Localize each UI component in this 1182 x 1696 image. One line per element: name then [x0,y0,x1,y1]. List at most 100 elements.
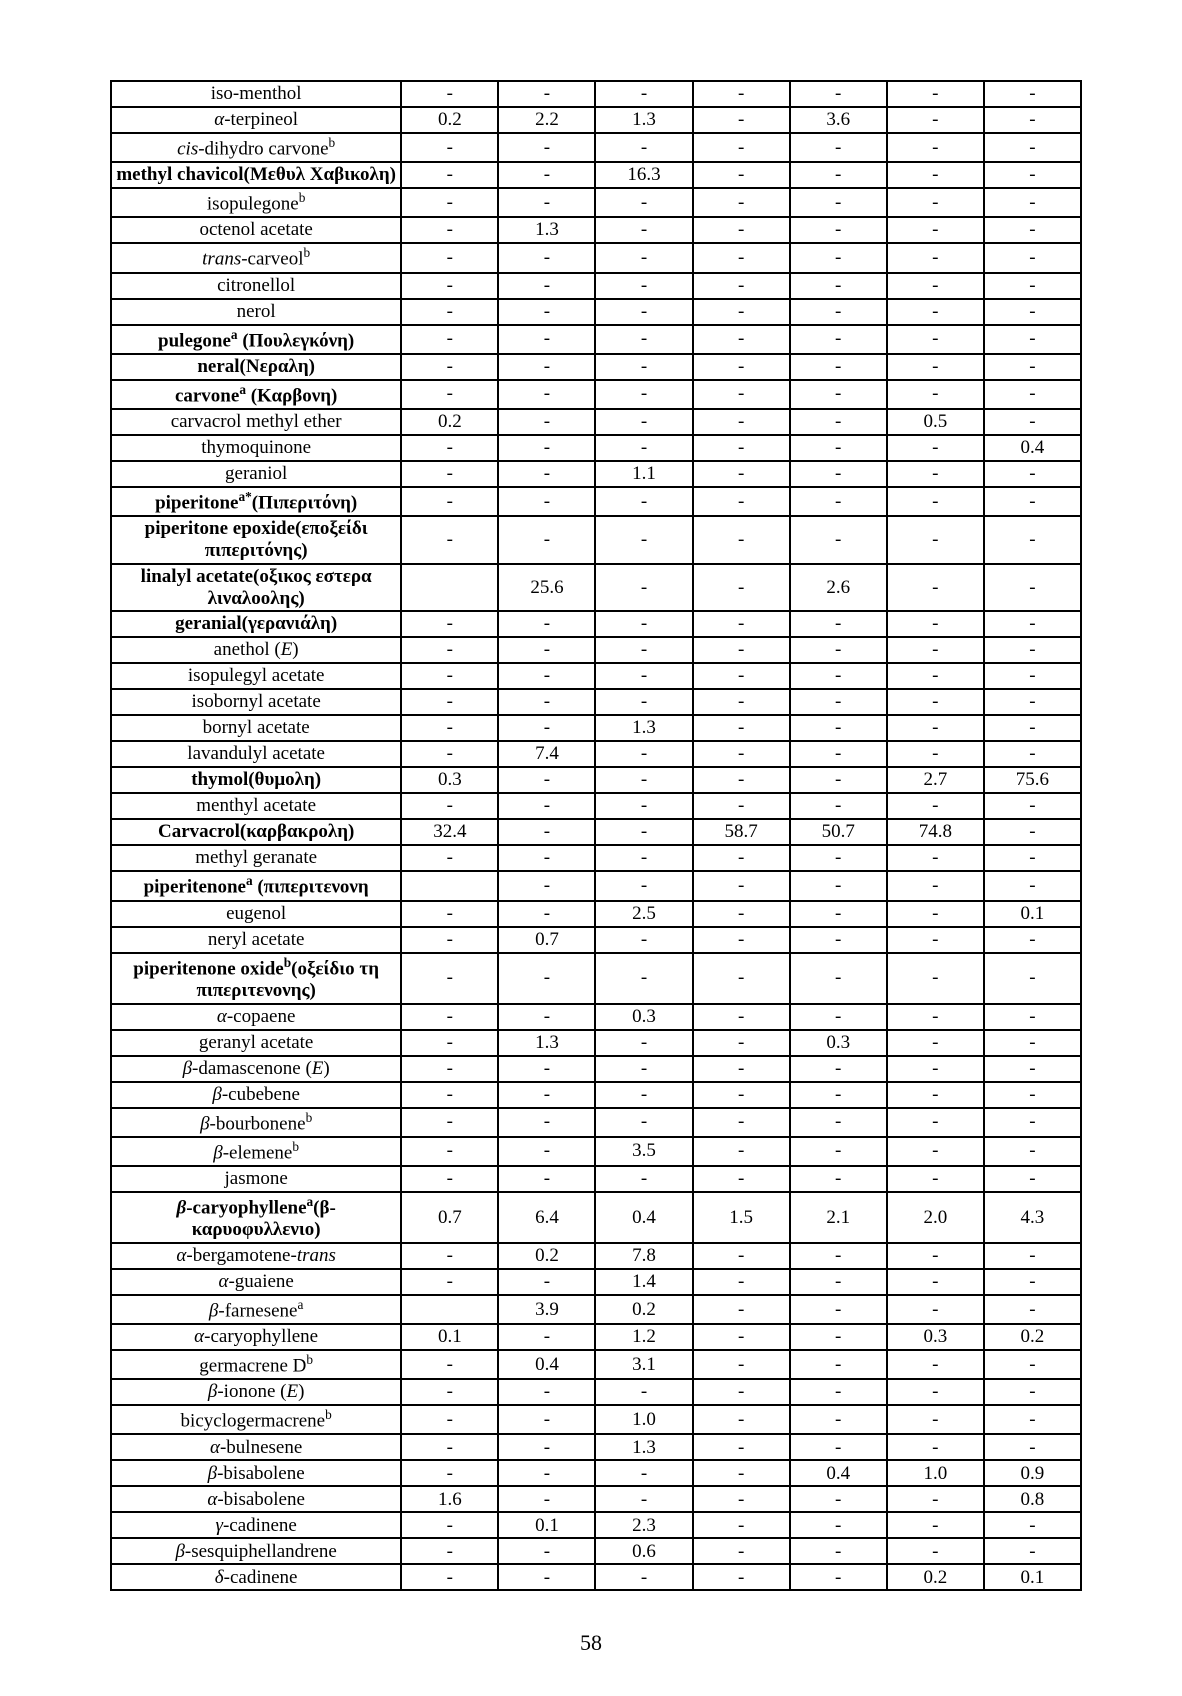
table-cell: - [693,461,790,487]
table-cell: - [498,1460,595,1486]
table-cell: - [984,1137,1081,1166]
compound-name: bicyclogermacreneb [111,1405,401,1434]
table-cell: - [693,243,790,272]
compound-name: isobornyl acetate [111,689,401,715]
table-row: citronellol------- [111,273,1081,299]
table-cell: - [693,273,790,299]
compound-name: piperitone epoxide(εποξείδι πιπεριτόνης) [111,516,401,564]
compound-name: β-cubebene [111,1082,401,1108]
table-cell: - [693,107,790,133]
table-cell: 0.2 [595,1295,692,1324]
compound-name: β-caryophyllenea(β-καρυοφυλλενιο) [111,1192,401,1243]
table-cell: 4.3 [984,1192,1081,1243]
compound-name: neryl acetate [111,927,401,953]
table-cell: - [693,1405,790,1434]
table-cell: - [693,1324,790,1350]
table-row: Carvacrol(καρβακρολη)32.4--58.750.774.8- [111,819,1081,845]
table-cell: - [984,1405,1081,1434]
table-cell: - [887,1030,984,1056]
table-cell: - [693,188,790,217]
table-cell: - [790,133,887,162]
table-cell: 2.7 [887,767,984,793]
table-row: β-bisabolene----0.41.00.9 [111,1460,1081,1486]
table-cell: - [693,871,790,900]
table-cell: - [693,133,790,162]
table-cell: - [498,1405,595,1434]
table-row: carvacrol methyl ether0.2----0.5- [111,409,1081,435]
compound-name: methyl geranate [111,845,401,871]
table-row: trans-carveolb------- [111,243,1081,272]
table-cell: - [790,1166,887,1192]
table-cell: - [498,325,595,354]
table-row: methyl geranate------- [111,845,1081,871]
table-cell: - [401,299,498,325]
table-cell: - [984,461,1081,487]
table-cell: - [498,819,595,845]
table-cell: - [595,819,692,845]
table-row: nerol------- [111,299,1081,325]
table-cell: - [401,435,498,461]
compound-name: jasmone [111,1166,401,1192]
table-cell: - [984,1108,1081,1137]
table-cell: 0.2 [984,1324,1081,1350]
table-cell: - [984,380,1081,409]
table-cell: - [790,1243,887,1269]
table-cell: - [693,1243,790,1269]
table-cell: - [498,715,595,741]
table-cell: - [498,81,595,107]
table-cell: - [984,273,1081,299]
table-cell: - [401,953,498,1004]
table-cell: - [693,1030,790,1056]
table-cell: - [595,1379,692,1405]
compound-name: isopulegoneb [111,188,401,217]
table-cell: - [790,741,887,767]
compound-name: Carvacrol(καρβακρολη) [111,819,401,845]
table-cell: - [984,354,1081,380]
table-cell: - [401,741,498,767]
table-cell: - [693,1166,790,1192]
table-cell: 0.1 [498,1512,595,1538]
table-cell: - [984,1004,1081,1030]
table-cell: - [498,637,595,663]
compound-name: anethol (E) [111,637,401,663]
table-cell: - [984,927,1081,953]
table-cell: - [498,1324,595,1350]
table-cell: - [984,953,1081,1004]
compound-name: citronellol [111,273,401,299]
table-cell: - [693,663,790,689]
table-cell: - [887,611,984,637]
table-cell: - [401,927,498,953]
table-cell: - [887,273,984,299]
table-cell: - [401,1108,498,1137]
table-cell: - [790,461,887,487]
table-cell: - [693,1108,790,1137]
table-cell: - [498,1166,595,1192]
table-cell: - [401,1379,498,1405]
table-cell: - [790,380,887,409]
table-cell: - [790,953,887,1004]
compound-name: β-ionone (E) [111,1379,401,1405]
table-cell: - [401,273,498,299]
table-cell: 0.3 [790,1030,887,1056]
table-cell: - [984,1295,1081,1324]
table-cell: - [984,133,1081,162]
table-cell: - [693,767,790,793]
table-cell: 58.7 [693,819,790,845]
table-cell: - [693,564,790,612]
table-cell: - [693,516,790,564]
table-cell: - [693,1486,790,1512]
table-cell: - [984,299,1081,325]
table-row: germacrene Db-0.43.1---- [111,1350,1081,1379]
table-cell: - [887,1004,984,1030]
compound-name: α-bulnesene [111,1434,401,1460]
table-cell: 0.2 [887,1564,984,1590]
table-cell: - [595,1486,692,1512]
compound-name: geraniol [111,461,401,487]
table-row: geranyl acetate-1.3--0.3-- [111,1030,1081,1056]
table-cell: - [498,663,595,689]
table-cell: - [401,1269,498,1295]
table-cell: - [693,1350,790,1379]
table-cell: - [984,1379,1081,1405]
compound-name: α-bisabolene [111,1486,401,1512]
table-cell: 7.8 [595,1243,692,1269]
